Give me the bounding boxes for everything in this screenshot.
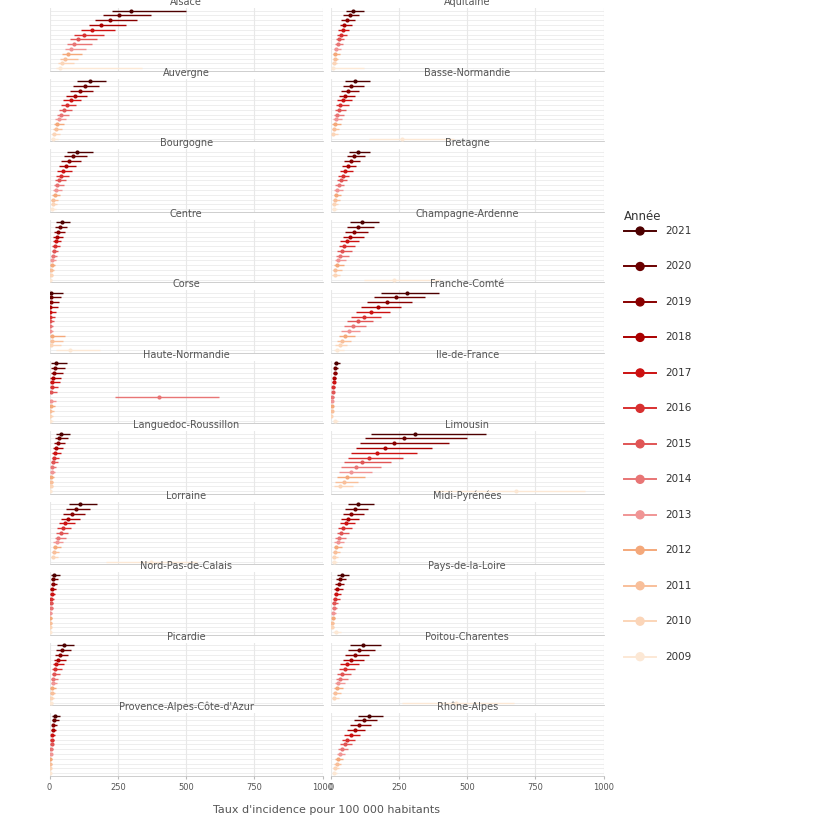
Title: Aquitaine: Aquitaine xyxy=(444,0,490,7)
Text: 2018: 2018 xyxy=(666,332,692,342)
Title: Ile-de-France: Ile-de-France xyxy=(436,350,499,360)
Text: 2021: 2021 xyxy=(666,226,692,236)
Title: Pays-de-la-Loire: Pays-de-la-Loire xyxy=(428,562,506,572)
Title: Provence-Alpes-Côte-d'Azur: Provence-Alpes-Côte-d'Azur xyxy=(118,702,254,713)
Title: Lorraine: Lorraine xyxy=(166,491,206,501)
Title: Champagne-Ardenne: Champagne-Ardenne xyxy=(415,209,519,219)
Title: Poitou-Charentes: Poitou-Charentes xyxy=(425,632,509,642)
Text: 2019: 2019 xyxy=(666,297,692,307)
Title: Languedoc-Roussillon: Languedoc-Roussillon xyxy=(133,421,239,431)
Title: Bourgogne: Bourgogne xyxy=(160,139,213,148)
Title: Basse-Normandie: Basse-Normandie xyxy=(424,68,510,78)
Text: 2014: 2014 xyxy=(666,474,692,484)
Title: Nord-Pas-de-Calais: Nord-Pas-de-Calais xyxy=(140,562,232,572)
Text: 2020: 2020 xyxy=(666,262,692,271)
Title: Corse: Corse xyxy=(172,280,200,290)
Text: Taux d'incidence pour 100 000 habitants: Taux d'incidence pour 100 000 habitants xyxy=(213,805,440,815)
Title: Bretagne: Bretagne xyxy=(445,139,490,148)
Text: 2017: 2017 xyxy=(666,368,692,378)
Text: 2011: 2011 xyxy=(666,581,692,591)
Text: 2012: 2012 xyxy=(666,545,692,555)
Title: Auvergne: Auvergne xyxy=(163,68,209,78)
Title: Franche-Comté: Franche-Comté xyxy=(430,280,504,290)
Title: Haute-Normandie: Haute-Normandie xyxy=(143,350,229,360)
Title: Rhône-Alpes: Rhône-Alpes xyxy=(437,702,498,713)
Text: 2013: 2013 xyxy=(666,510,692,520)
Text: 2010: 2010 xyxy=(666,616,692,626)
Text: 2016: 2016 xyxy=(666,403,692,413)
Text: 2015: 2015 xyxy=(666,439,692,449)
Title: Alsace: Alsace xyxy=(170,0,202,7)
Text: 2009: 2009 xyxy=(666,652,692,662)
Title: Midi-Pyrénées: Midi-Pyrénées xyxy=(433,491,501,501)
Text: Année: Année xyxy=(624,210,662,224)
Title: Picardie: Picardie xyxy=(167,632,205,642)
Title: Limousin: Limousin xyxy=(445,421,490,431)
Title: Centre: Centre xyxy=(170,209,203,219)
